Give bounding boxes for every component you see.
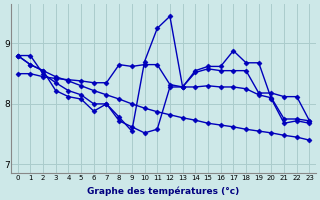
- X-axis label: Graphe des températures (°c): Graphe des températures (°c): [87, 186, 240, 196]
